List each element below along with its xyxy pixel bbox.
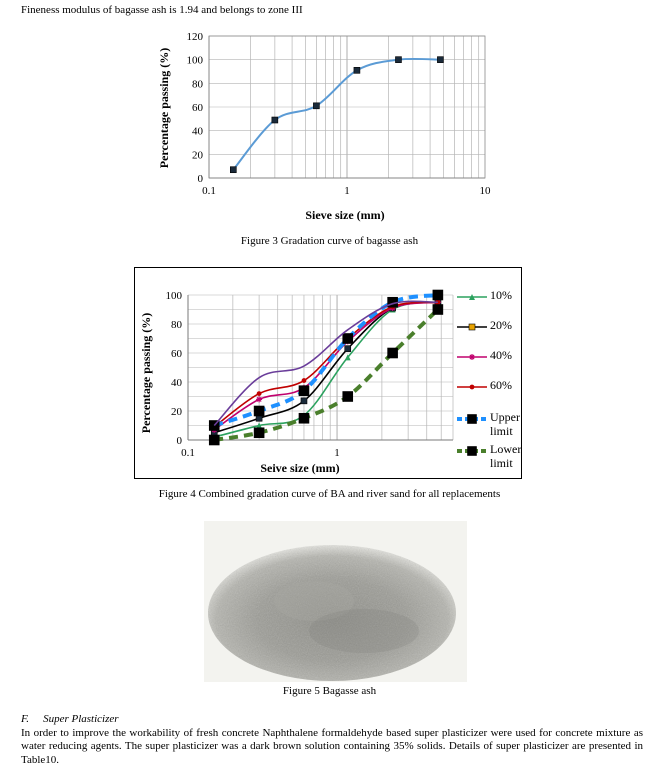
legend-item-20-: 20% [455, 318, 525, 348]
figure4-caption: Figure 4 Combined gradation curve of BA … [158, 488, 501, 500]
section-heading: F. Super Plasticizer [21, 713, 119, 726]
data-point [300, 397, 308, 405]
figure5-caption: Figure 5 Bagasse ash [282, 685, 377, 697]
figure4-series [208, 289, 444, 446]
legend-swatch [457, 446, 487, 456]
y-tick-label: 0 [198, 173, 204, 185]
legend-item-60-: 60% [455, 378, 525, 408]
legend-marker [469, 384, 475, 390]
legend-swatch [457, 294, 487, 300]
legend-marker [468, 323, 476, 331]
data-point [253, 405, 265, 417]
intro-text: Fineness modulus of bagasse ash is 1.94 … [21, 4, 303, 16]
y-tick-label: 100 [187, 55, 204, 67]
plot-frame [208, 35, 486, 179]
data-point [230, 166, 237, 174]
figure3-xlabel: Sieve size (mm) [305, 208, 384, 222]
legend-label: Upper limit [490, 410, 520, 438]
legend-swatch [457, 354, 487, 360]
legend-swatch [457, 414, 487, 424]
figure4-axes [187, 295, 453, 441]
section-title: Super Plasticizer [43, 713, 119, 725]
data-point [437, 56, 444, 63]
data-point [271, 116, 279, 124]
legend-item-40-: 40% [455, 348, 525, 378]
legend-marker [469, 354, 475, 360]
x-tick-label: 0.1 [181, 447, 195, 459]
data-point [256, 391, 262, 396]
y-tick-label: 60 [171, 348, 183, 360]
y-tick-label: 20 [192, 149, 204, 161]
data-point [298, 412, 310, 424]
data-point [342, 333, 354, 344]
data-point [313, 102, 320, 110]
figure4-ylabel: Percentage passing (%) [139, 313, 153, 433]
legend-label: 20% [490, 318, 512, 332]
y-tick-label: 80 [171, 319, 183, 331]
figure3-x-ticks: 0.1 1 10 [202, 185, 491, 197]
legend-item-10-: 10% [455, 288, 525, 318]
legend-label: 60% [490, 378, 512, 392]
figure3-axes [208, 35, 486, 179]
y-tick-label: 80 [192, 78, 204, 90]
legend-swatch [457, 384, 487, 390]
figure3-caption: Figure 3 Gradation curve of bagasse ash [240, 235, 419, 247]
legend-label: 40% [490, 348, 512, 362]
bagasse-ash-photo [204, 521, 467, 682]
data-point [387, 347, 398, 359]
y-tick-label: 20 [171, 406, 183, 418]
figure4-x-ticks: 0.1 1 [181, 447, 340, 459]
y-tick-label: 120 [187, 31, 204, 43]
figure3-series [230, 56, 444, 174]
figure3-chart: 0 20 40 60 80 100 120 0.1 1 10 Percentage passin… [157, 31, 491, 222]
data-point [256, 422, 263, 429]
y-tick-label: 40 [192, 126, 204, 138]
data-point [298, 385, 310, 396]
figure4-y-ticks: 0 20 40 60 80 100 [166, 290, 183, 447]
legend-item-upper-limit: Upper limit [455, 410, 525, 440]
series-line-unnamed-0 [232, 57, 441, 171]
data-point [432, 304, 444, 315]
legend-marker [467, 446, 477, 456]
data-point [395, 56, 402, 63]
data-point [208, 434, 220, 446]
section-paragraph: In order to improve the workability of f… [21, 727, 643, 766]
figure4-frame [134, 267, 522, 479]
y-tick-label: 0 [177, 435, 183, 447]
data-point [344, 345, 352, 352]
x-tick-label: 10 [480, 185, 492, 197]
x-tick-label: 0.1 [202, 185, 216, 197]
figure4-grid [187, 294, 454, 441]
data-point [342, 391, 354, 402]
series-line-unnamed-6 [213, 300, 438, 427]
legend-marker [469, 294, 475, 300]
data-point [344, 354, 351, 361]
figure3-y-ticks: 0 20 40 60 80 100 120 [187, 31, 204, 185]
legend-item-lower-limit: Lower limit [455, 442, 525, 472]
legend-marker [467, 414, 477, 424]
x-tick-label: 1 [334, 447, 340, 459]
data-point [256, 396, 263, 403]
legend-label: Lower limit [490, 442, 522, 470]
data-point [353, 67, 361, 74]
data-point [432, 289, 444, 301]
legend-swatch [457, 323, 487, 331]
y-tick-label: 60 [192, 102, 204, 114]
legend-label: 10% [490, 288, 512, 302]
data-point [253, 427, 265, 439]
x-tick-label: 1 [344, 185, 350, 197]
y-tick-label: 100 [166, 290, 183, 302]
section-label: F. [21, 713, 30, 725]
figure4-xlabel: Seive size (mm) [260, 461, 339, 475]
data-point [301, 378, 307, 383]
figure3-ylabel: Percentage passing (%) [157, 48, 171, 168]
y-tick-label: 40 [171, 377, 183, 389]
figure4-legend: 10% 20% 40% 60% Upper limit Lower limit [455, 280, 521, 475]
